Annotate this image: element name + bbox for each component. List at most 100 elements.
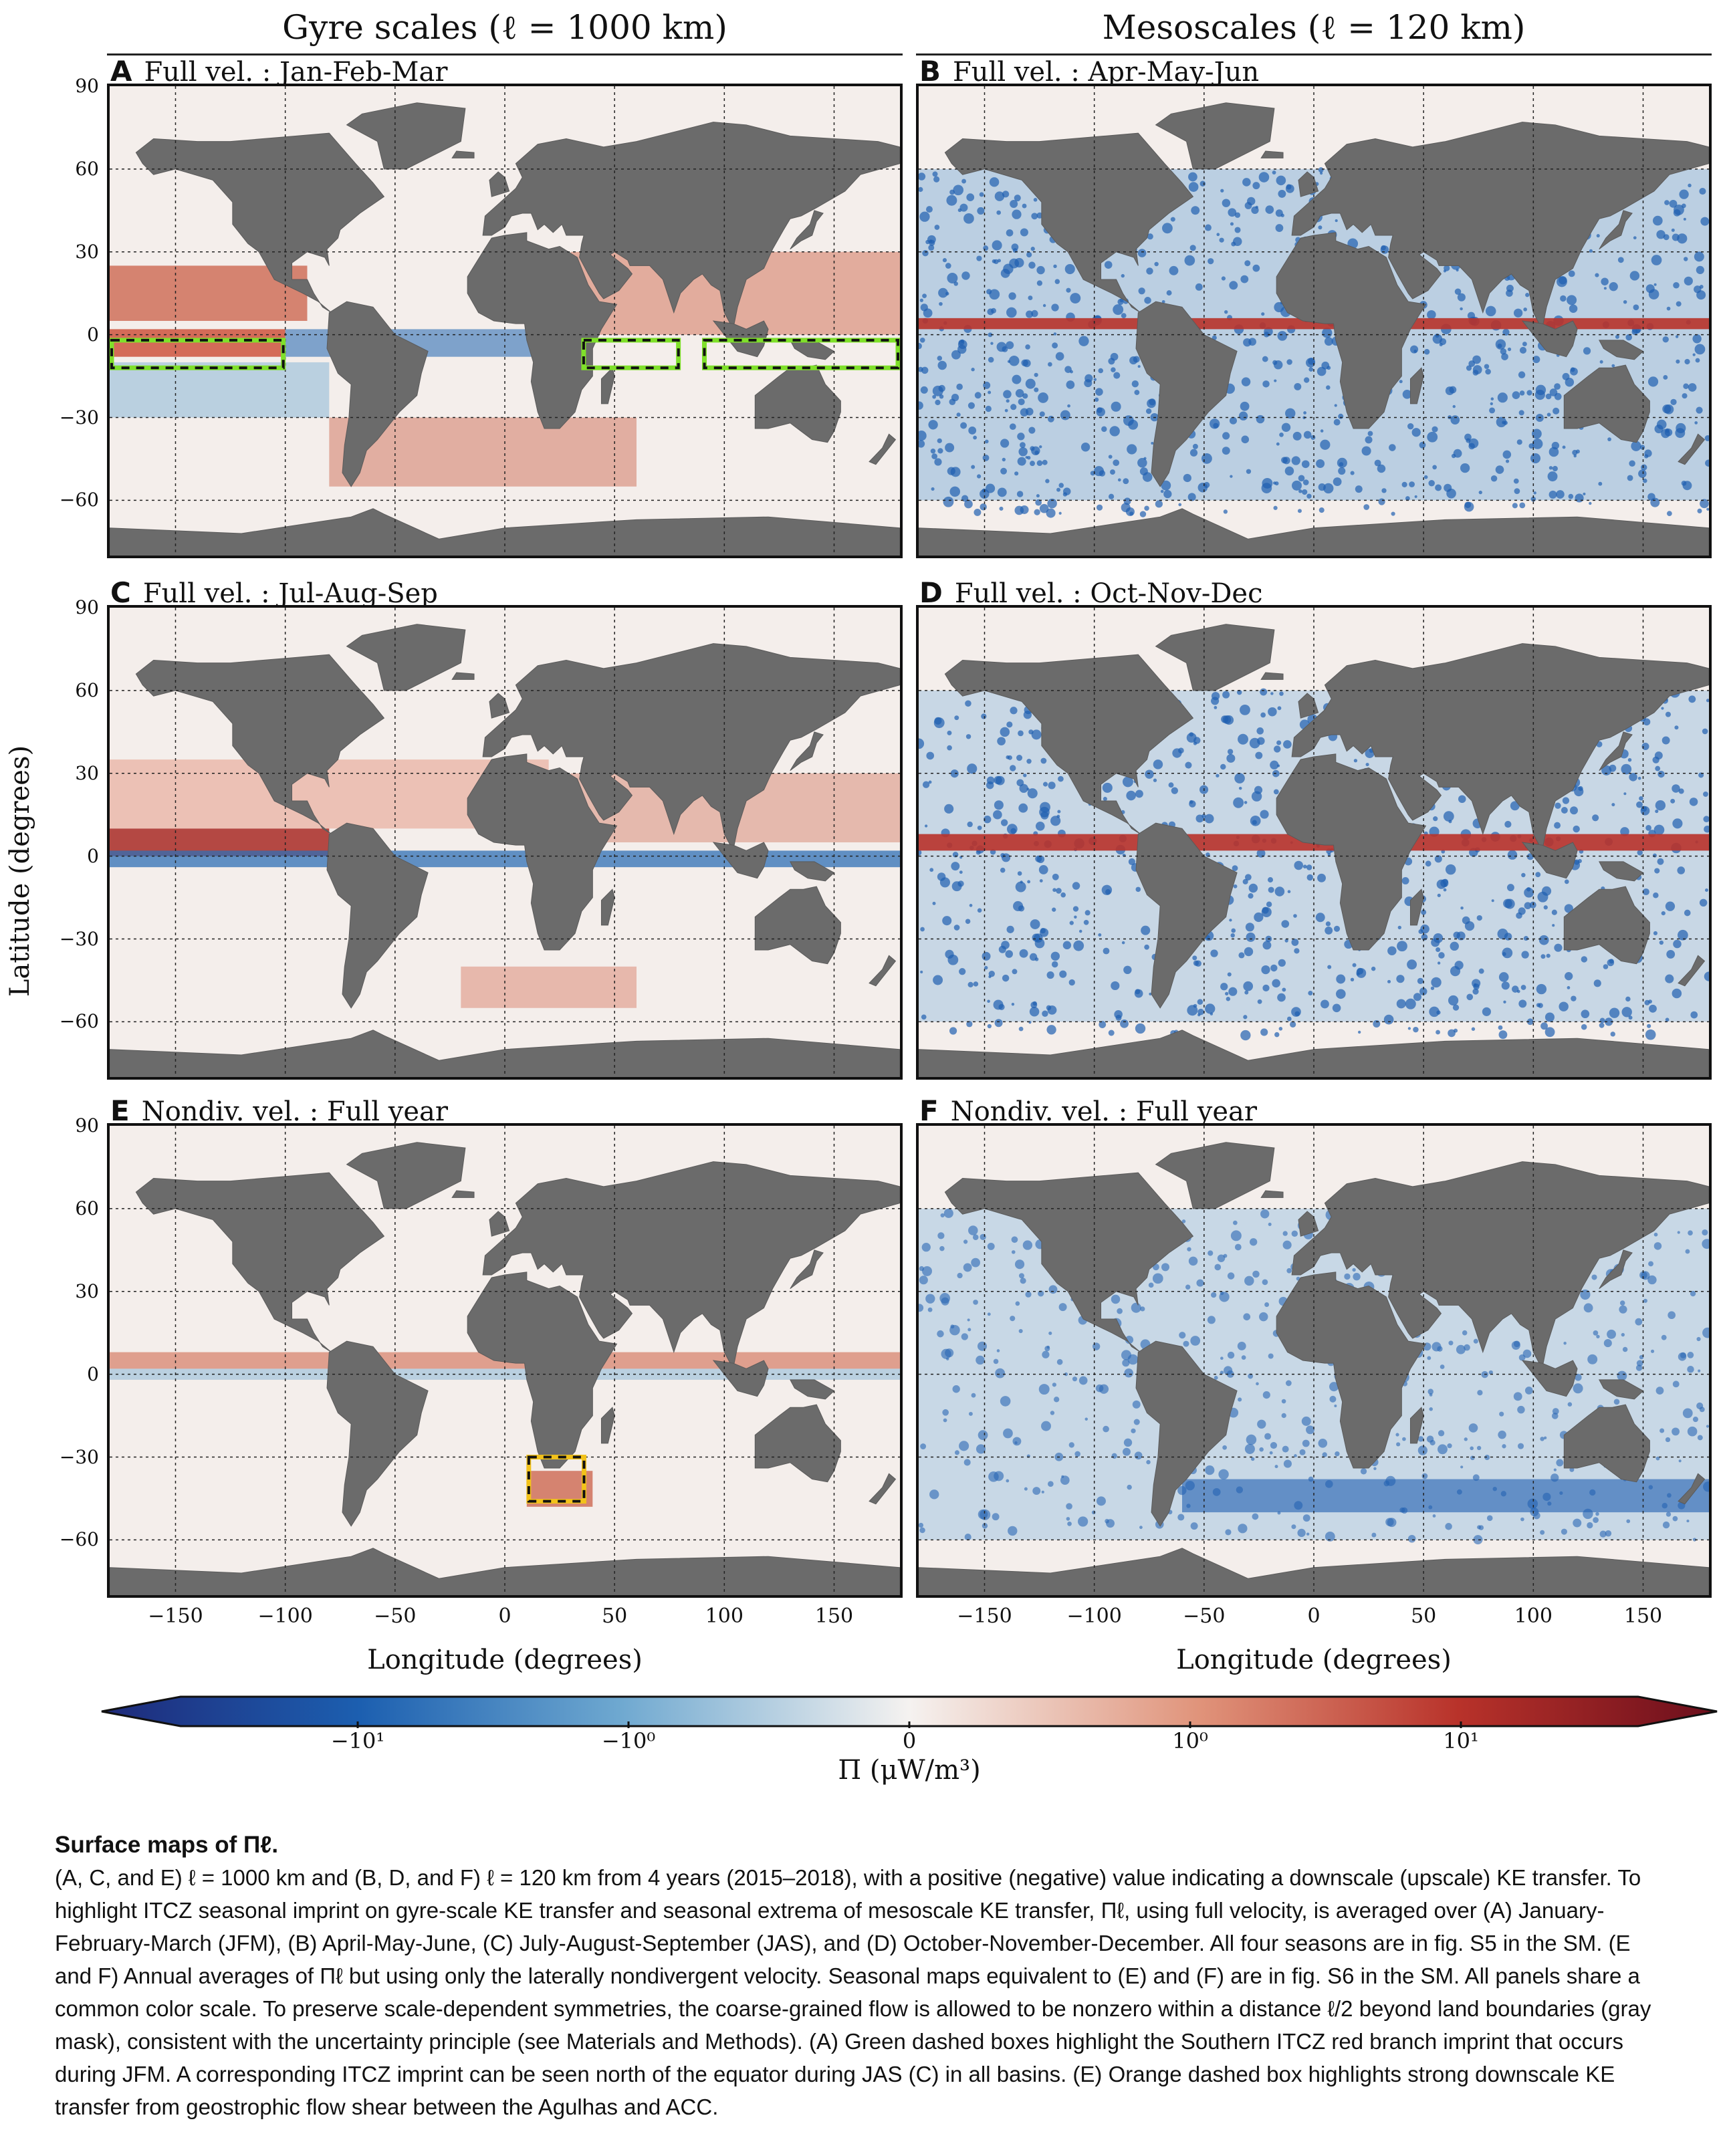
colorbar-tick: 10¹ [1443, 1728, 1479, 1754]
land-mask [754, 1404, 841, 1483]
y-tick-label: 0 [87, 844, 99, 867]
land-mask [1155, 624, 1275, 691]
land-mask [1155, 102, 1275, 170]
land-mask [1291, 643, 1709, 852]
left-column-title: Gyre scales (ℓ = 1000 km) [282, 8, 727, 47]
right-column-title: Mesoscales (ℓ = 120 km) [1102, 8, 1526, 47]
land-mask [482, 643, 900, 852]
map-field [919, 608, 1709, 1077]
x-axis-label-right: Longitude (degrees) [1176, 1645, 1452, 1675]
land-mask [1276, 753, 1427, 951]
land-mask [451, 672, 475, 680]
land-mask [467, 753, 618, 951]
x-tick-label: 100 [705, 1604, 743, 1628]
land-mask [1260, 672, 1284, 680]
land-mask [712, 842, 769, 879]
map-field [919, 86, 1709, 556]
x-tick-label: 100 [1514, 1604, 1553, 1628]
land-mask [1260, 1190, 1284, 1198]
map-panel-f [916, 1123, 1712, 1598]
x-tick-label: −150 [957, 1604, 1012, 1628]
land-mask [790, 861, 835, 882]
x-tick-label: 50 [1411, 1604, 1437, 1628]
y-tick-label: 90 [75, 596, 99, 618]
map-field [919, 1126, 1709, 1595]
x-tick-label: −100 [257, 1604, 313, 1628]
y-tick-label: 0 [87, 1362, 99, 1385]
panel-label-b: B Full vel. : Apr-May-Jun [919, 55, 1260, 88]
land-mask [489, 1211, 510, 1237]
land-mask [346, 102, 466, 170]
land-mask [790, 210, 824, 250]
colorbar-tick: 10⁰ [1172, 1728, 1208, 1754]
x-tick-label: 150 [814, 1604, 854, 1628]
land-mask [754, 364, 841, 443]
y-tick-label: −30 [59, 927, 99, 950]
y-tick-label: −60 [59, 1010, 99, 1033]
colorbar-label: Π (μW/m³) [838, 1755, 981, 1786]
y-tick-label: 30 [75, 240, 99, 263]
land-mask [1521, 320, 1578, 358]
x-tick-label: −150 [148, 1604, 203, 1628]
green-highlight-box [703, 338, 899, 370]
y-tick-label: 30 [75, 761, 99, 784]
land-mask [1409, 888, 1424, 926]
land-mask [600, 367, 615, 404]
land-mask [346, 624, 466, 691]
land-mask [1563, 886, 1650, 965]
land-mask [1599, 340, 1644, 360]
land-mask [1678, 433, 1706, 465]
land-mask [790, 340, 835, 360]
land-mask [451, 150, 475, 158]
land-mask [135, 132, 385, 314]
colorbar-tick: −10⁰ [601, 1728, 656, 1754]
land-mask [869, 955, 897, 987]
y-tick-label: 90 [75, 75, 99, 97]
map-field [110, 86, 900, 556]
land-mask [482, 1161, 900, 1370]
land-mask [1563, 1404, 1650, 1483]
land-mask [1298, 1211, 1319, 1237]
land-mask [600, 1407, 615, 1444]
land-mask [1409, 367, 1424, 404]
map-field [110, 1126, 900, 1595]
land-mask [790, 731, 824, 771]
y-tick-label: −60 [59, 489, 99, 511]
land-mask [869, 1473, 897, 1505]
colorbar [101, 1695, 1718, 1728]
map-panel-d [916, 605, 1712, 1080]
y-tick-label: 60 [75, 679, 99, 701]
colorbar-tick: −10¹ [330, 1728, 385, 1754]
x-axis-label-left: Longitude (degrees) [367, 1645, 643, 1675]
land-mask [754, 886, 841, 965]
land-mask [1599, 731, 1633, 771]
land-mask [1291, 122, 1709, 330]
land-mask [1678, 1473, 1706, 1505]
x-tick-label: 0 [498, 1604, 511, 1628]
land-mask [1409, 1407, 1424, 1444]
land-mask [869, 433, 897, 465]
land-mask [1521, 1360, 1578, 1397]
land-mask [1276, 1272, 1427, 1469]
land-mask [1599, 1379, 1644, 1400]
land-mask [1599, 861, 1644, 882]
map-panel-b [916, 84, 1712, 558]
land-mask [1678, 955, 1706, 987]
y-tick-label: 60 [75, 1197, 99, 1219]
land-mask [1599, 1249, 1633, 1290]
y-tick-label: 90 [75, 1114, 99, 1136]
land-mask [1521, 842, 1578, 879]
caption-body: (A, C, and E) ℓ = 1000 km and (B, D, and… [55, 1865, 1651, 2119]
y-axis-label: Latitude (degrees) [5, 745, 35, 997]
figure-caption: Surface maps of Πℓ. (A, C, and E) ℓ = 10… [55, 1828, 1673, 2123]
x-tick-label: −50 [374, 1604, 417, 1628]
land-mask [944, 654, 1194, 835]
land-mask [467, 232, 618, 429]
land-mask [451, 1190, 475, 1198]
land-mask [1276, 232, 1427, 429]
panel-label-c: C Full vel. : Jul-Aug-Sep [110, 576, 438, 609]
caption-title: Surface maps of Πℓ. [55, 1832, 279, 1858]
land-mask [1291, 1161, 1709, 1370]
left-column-rule [107, 53, 903, 55]
land-mask [489, 693, 510, 719]
